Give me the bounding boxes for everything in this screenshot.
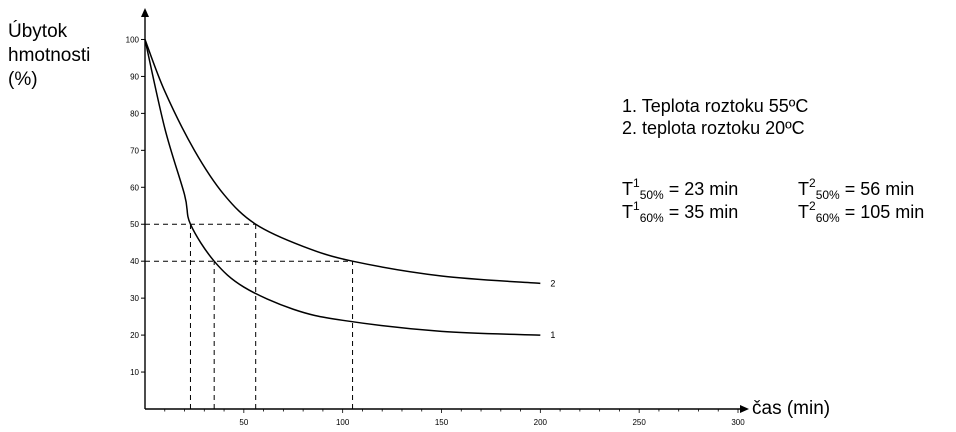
series-lines: 12 <box>144 39 555 340</box>
y-axis-label-line-3: (%) <box>8 69 38 90</box>
series-line-1 <box>144 39 541 336</box>
y-axis-label: Úbytok hmotnosti (%) <box>8 20 90 92</box>
legend-item-2: 2. teplota roztoku 20ºC <box>622 118 805 138</box>
legend: 1. Teplota roztoku 55ºC 2. teplota rozto… <box>622 95 808 139</box>
x-tick-label: 50 <box>239 418 248 427</box>
y-tick-label: 30 <box>130 294 139 303</box>
y-tick-label: 90 <box>130 72 139 81</box>
x-tick-label: 300 <box>731 418 745 427</box>
y-axis-label-line-1: Úbytok <box>8 21 68 42</box>
x-tick-label: 200 <box>534 418 548 427</box>
axes <box>141 8 749 413</box>
y-tick-label: 60 <box>130 183 139 192</box>
x-tick-label: 150 <box>435 418 449 427</box>
y-ticks: 10 20 30 40 50 60 70 80 90 100 <box>126 35 145 377</box>
y-tick-label: 70 <box>130 146 139 155</box>
annotation-t1-60: T160% = 35 min <box>622 199 739 225</box>
series-label-1: 1 <box>550 330 555 340</box>
y-axis-label-line-2: hmotnosti <box>8 45 91 66</box>
annotation-t1-50: T150% = 23 min <box>622 176 739 202</box>
x-tick-label: 100 <box>336 418 350 427</box>
y-tick-label: 40 <box>130 257 139 266</box>
annotation-t2-60: T260% = 105 min <box>798 199 925 225</box>
annotation-t2-50: T250% = 56 min <box>798 176 915 202</box>
y-tick-label: 20 <box>130 331 139 340</box>
x-ticks: 50 100 150 200 250 300 <box>164 409 745 427</box>
series-label-2: 2 <box>550 278 555 288</box>
y-tick-label: 10 <box>130 368 139 377</box>
y-tick-label: 100 <box>126 35 140 44</box>
y-tick-label: 50 <box>130 220 139 229</box>
reference-lines <box>145 223 354 409</box>
x-tick-label: 250 <box>632 418 646 427</box>
y-tick-label: 80 <box>130 109 139 118</box>
x-axis-arrow <box>740 405 749 413</box>
legend-item-1: 1. Teplota roztoku 55ºC <box>622 96 809 116</box>
y-axis-arrow <box>141 8 149 17</box>
x-axis-label: čas (min) <box>752 398 831 419</box>
series-line-2 <box>144 39 541 285</box>
